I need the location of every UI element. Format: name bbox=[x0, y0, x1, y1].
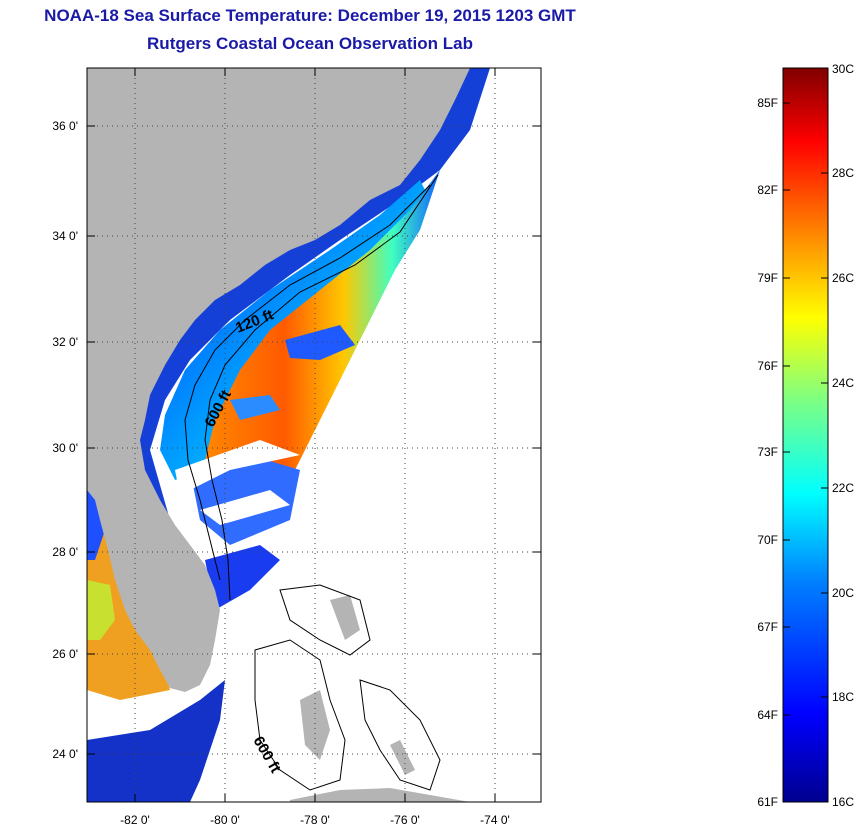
colorbar-c-label: 24C bbox=[832, 376, 854, 390]
colorbar-c-label: 26C bbox=[832, 271, 854, 285]
colorbar bbox=[782, 67, 829, 803]
graticule bbox=[87, 68, 541, 802]
lat-label: 24 0' bbox=[52, 747, 78, 761]
lat-label: 30 0' bbox=[52, 441, 78, 455]
colorbar-f-label: 76F bbox=[757, 359, 778, 373]
colorbar-f-label: 82F bbox=[757, 183, 778, 197]
contour-bahamas bbox=[279, 584, 371, 656]
land-bahamas bbox=[390, 740, 415, 775]
keys-water bbox=[87, 680, 225, 802]
map-title: NOAA-18 Sea Surface Temperature: Decembe… bbox=[44, 6, 576, 25]
land-usa bbox=[87, 68, 470, 692]
lat-label: 26 0' bbox=[52, 647, 78, 661]
south-water bbox=[205, 545, 280, 610]
cloud-gap bbox=[200, 490, 290, 525]
colorbar-c-label: 18C bbox=[832, 690, 854, 704]
colorbar-f-label: 64F bbox=[757, 708, 778, 722]
cool-patch bbox=[230, 395, 280, 420]
contour-600ft bbox=[204, 174, 439, 601]
colorbar-ticks bbox=[783, 102, 828, 716]
contour-120ft bbox=[184, 184, 431, 581]
land-bahamas bbox=[330, 595, 360, 640]
colorbar-c-label: 28C bbox=[832, 166, 854, 180]
cool-patch bbox=[285, 325, 355, 360]
map-ticks bbox=[87, 68, 541, 802]
map-border bbox=[86, 67, 542, 803]
colorbar-c-label: 22C bbox=[832, 481, 854, 495]
colorbar-f-label: 79F bbox=[757, 271, 778, 285]
map-subtitle: Rutgers Coastal Ocean Observation Lab bbox=[147, 34, 473, 53]
lon-label: -82 0' bbox=[120, 813, 150, 827]
lon-label: -78 0' bbox=[300, 813, 330, 827]
colorbar-f-label: 67F bbox=[757, 620, 778, 634]
lat-label: 34 0' bbox=[52, 229, 78, 243]
colorbar-f-label: 61F bbox=[757, 795, 778, 809]
gulf-west-shelf bbox=[87, 580, 115, 640]
colorbar-f-label: 73F bbox=[757, 445, 778, 459]
colorbar-c-label: 20C bbox=[832, 586, 854, 600]
land-bahamas bbox=[300, 690, 330, 760]
lat-label: 36 0' bbox=[52, 119, 78, 133]
lon-label: -74 0' bbox=[480, 813, 510, 827]
colorbar-f-label: 85F bbox=[757, 96, 778, 110]
lat-label: 32 0' bbox=[52, 335, 78, 349]
contour-bahamas bbox=[359, 679, 441, 791]
contour-bahamas bbox=[254, 639, 346, 791]
lat-label: 28 0' bbox=[52, 545, 78, 559]
lon-label: -80 0' bbox=[210, 813, 240, 827]
colorbar-c-label: 30C bbox=[832, 62, 854, 76]
lon-label: -76 0' bbox=[390, 813, 420, 827]
colorbar-f-label: 70F bbox=[757, 533, 778, 547]
land-cuba bbox=[290, 788, 470, 802]
colorbar-c-label: 16C bbox=[832, 795, 854, 809]
cloud-gap bbox=[175, 440, 300, 495]
